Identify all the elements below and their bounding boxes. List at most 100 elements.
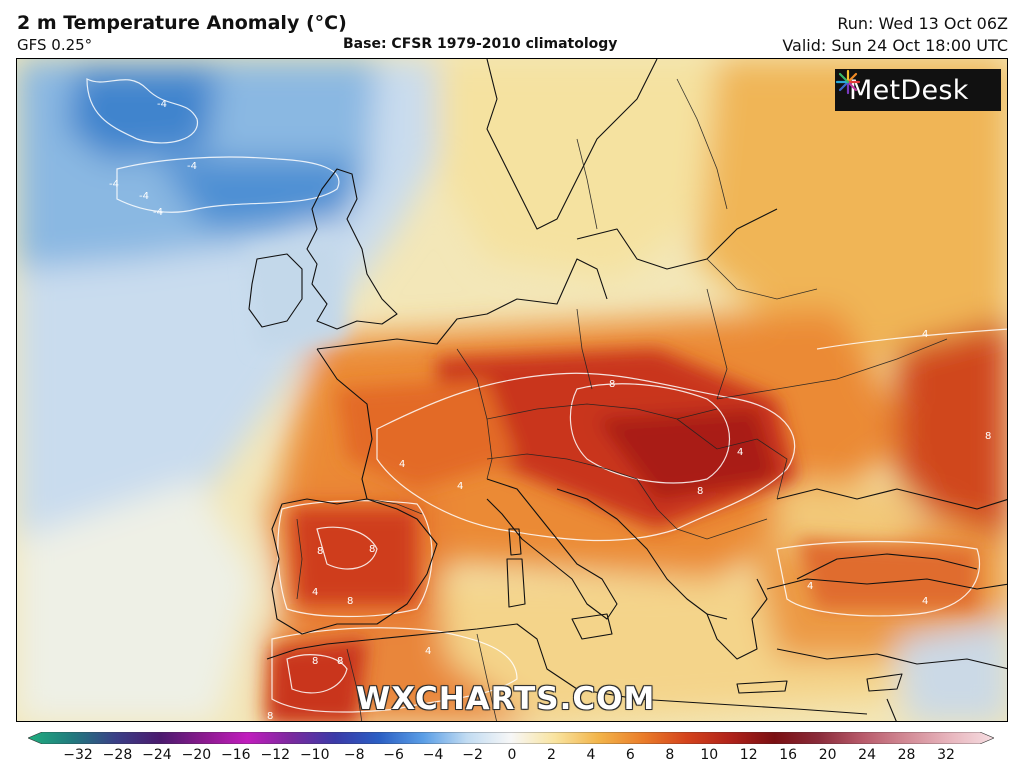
contour-label: 4	[807, 581, 813, 592]
greece-coastline	[706, 578, 768, 660]
pyrenees-border	[366, 498, 423, 515]
colorbar-tick-label: 20	[818, 747, 837, 763]
scandinavia-mild-region	[437, 59, 777, 279]
romania-border	[676, 418, 788, 500]
contour-label: 8	[369, 544, 375, 555]
colorbar-tick-label: −20	[181, 747, 212, 763]
contour-4-central-europe	[376, 372, 796, 542]
colorbar-tick-label: 8	[665, 747, 675, 763]
map-canvas: -4 -4 -4 -4 -4 4 4 4 4 4 4 4 4 8 8 8 8 8…	[17, 59, 1007, 721]
turkey-coastline	[766, 578, 1007, 590]
colorbar-tick-label: 10	[700, 747, 719, 763]
black-sea-coastline	[776, 488, 1007, 510]
scandinavia-border	[576, 138, 598, 230]
ukraine-border	[716, 338, 948, 400]
colorbar-bar	[28, 732, 994, 744]
contour-8-morocco	[286, 654, 348, 694]
poland-east-border	[706, 288, 728, 400]
chart-title: 2 m Temperature Anomaly (°C)	[17, 12, 347, 34]
balkans-hot-core	[597, 409, 777, 499]
contour-minus4-iceland	[86, 78, 198, 144]
turkey-south-coastline	[776, 648, 1007, 670]
contour-label: -4	[139, 191, 149, 202]
run-time-label: Run: Wed 13 Oct 06Z	[837, 14, 1008, 33]
contour-4-north-africa	[271, 627, 518, 713]
iberia-border	[296, 518, 303, 600]
algeria-tunisia-border	[476, 633, 497, 721]
baltic-coastline	[576, 208, 778, 270]
contour-8-spain	[316, 526, 378, 570]
central-europe-border	[486, 403, 718, 420]
north-africa-coastline	[266, 623, 868, 715]
colorbar-tick-label: 24	[858, 747, 876, 763]
turkey-hot-core	[797, 539, 977, 609]
west-europe-coastline	[316, 258, 608, 350]
colorbar-tick-label: 0	[507, 747, 517, 763]
contour-label: -4	[153, 207, 163, 218]
colorbar-tick-label: −32	[63, 747, 93, 763]
temperature-anomaly-map: -4 -4 -4 -4 -4 4 4 4 4 4 4 4 4 8 8 8 8 8…	[16, 58, 1008, 722]
contour-label: 4	[399, 459, 405, 470]
contour-label: 8	[347, 596, 353, 607]
colorbar-tick-label: −6	[383, 747, 404, 763]
subtropical-atlantic-neutral	[17, 479, 257, 721]
contour-label: 4	[457, 481, 463, 492]
finland-border	[676, 78, 728, 210]
contour-label: 4	[922, 596, 928, 607]
climatology-base-label: Base: CFSR 1979-2010 climatology	[343, 36, 618, 52]
model-label: GFS 0.25°	[17, 36, 93, 54]
colorbar-tick-label: −28	[102, 747, 133, 763]
black-sea-mild-region	[777, 479, 917, 559]
alps-border	[486, 453, 638, 480]
iberia-hot-core	[292, 509, 417, 604]
colorbar-tick-label: 12	[739, 747, 758, 763]
contour-label: 4	[312, 587, 318, 598]
contour-label: 8	[312, 656, 318, 667]
colorbar-tick-label: 4	[586, 747, 596, 763]
contour-label: 8	[337, 656, 343, 667]
east-russia-hot-region	[897, 319, 1007, 539]
colorbar	[28, 732, 994, 744]
baltic-states-border	[706, 258, 818, 300]
black-sea-south-coastline	[796, 553, 978, 580]
metdesk-logo-text: MetDesk	[849, 74, 969, 106]
north-africa-border	[346, 648, 363, 721]
contour-label: 4	[737, 447, 743, 458]
germany-poland-border	[576, 308, 593, 390]
contour-8-balkans	[569, 383, 730, 484]
crete-coastline	[736, 680, 788, 694]
colorbar-tick-label: −2	[462, 747, 483, 763]
balkans-border	[636, 478, 768, 540]
france-warm-band	[337, 379, 517, 489]
contour-label: 8	[985, 431, 991, 442]
colorbar-tick-label: −12	[260, 747, 291, 763]
sicily-coastline	[571, 613, 613, 640]
colorbar-tick-label: 16	[779, 747, 798, 763]
colorbar-tick-label: −4	[422, 747, 444, 763]
italy-coastline	[486, 478, 618, 620]
contour-label: -4	[157, 99, 167, 110]
scandinavia-coastline	[486, 59, 658, 230]
colorbar-tick-label: 2	[546, 747, 556, 763]
france-atlantic-coastline	[316, 348, 373, 500]
colorbar-tick-labels: −32 −28 −24 −20 −16 −12 −10 −8 −6 −4 −2 0 2 4 6 8 10 12 16…	[0, 747, 1024, 767]
iceland-cold-core	[67, 69, 217, 159]
colorbar-tick-label: 32	[937, 747, 955, 763]
colorbar-tick-label: −24	[142, 747, 172, 763]
norwegian-sea-cold-core	[157, 159, 357, 229]
contour-minus4-norwegian-sea	[116, 156, 340, 213]
metdesk-logo: MetDesk	[835, 69, 1001, 111]
levant-cool-region	[897, 619, 1007, 721]
sardinia-coastline	[506, 558, 526, 608]
cyprus-coastline	[866, 673, 903, 692]
ireland-coastline	[248, 253, 303, 328]
contour-label: 4	[922, 329, 928, 340]
contour-label: 8	[317, 546, 323, 557]
wxcharts-watermark: WXCHARTS.COM	[356, 681, 656, 717]
colorbar-tick-label: −10	[299, 747, 330, 763]
adriatic-balkans-coastline	[556, 488, 728, 620]
iberia-coastline	[271, 498, 438, 635]
contour-4-russia	[816, 328, 1007, 350]
colorbar-tick-label: 6	[625, 747, 635, 763]
contour-4-turkey	[776, 540, 981, 617]
